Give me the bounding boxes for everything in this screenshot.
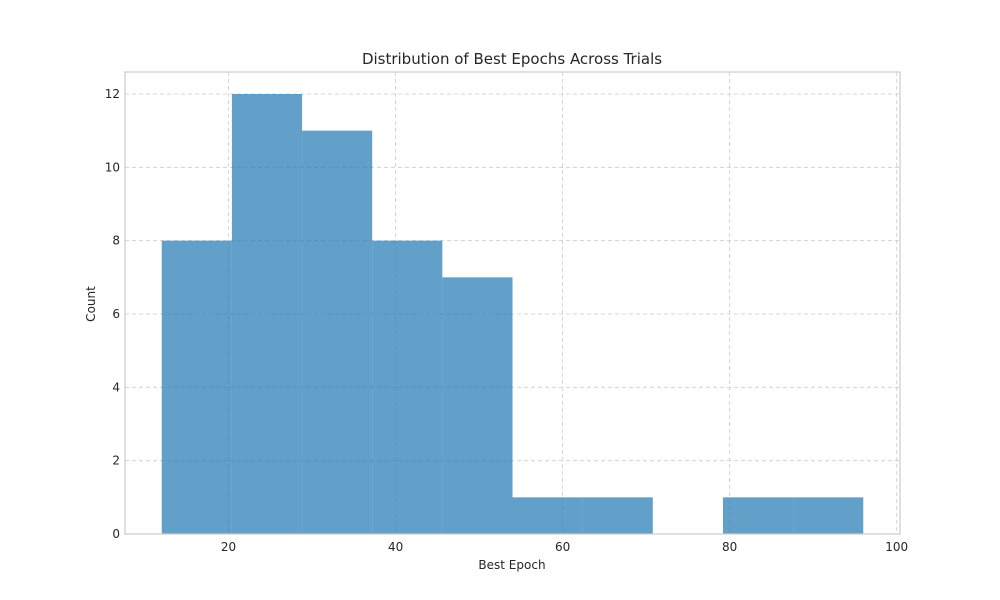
y-tick-label: 4 [112,380,120,394]
x-tick-label: 40 [388,540,403,554]
histogram-bar [372,240,443,534]
plot-area-border [124,71,901,535]
y-tick-label: 12 [105,87,120,101]
x-axis-label: Best Epoch [478,558,545,572]
histogram-bar [161,240,232,534]
y-tick-label: 8 [112,234,120,248]
plot-frame [124,71,901,535]
histogram-bar [793,497,864,534]
histogram-bar [582,497,653,534]
tick-labels: 20 40 60 80 100 0 2 4 6 8 10 12 [105,87,908,554]
x-tick-label: 100 [885,540,908,554]
x-tick-label: 80 [722,540,737,554]
y-tick-label: 2 [112,454,120,468]
y-tick-label: 6 [112,307,120,321]
y-tick-label: 10 [105,160,120,174]
histogram-bar [722,497,794,534]
histogram-bar [231,94,303,534]
x-tick-label: 20 [221,540,236,554]
histogram-bar [442,277,513,534]
histogram-bar [302,130,373,534]
bars-layer [161,94,864,534]
x-tick-label: 60 [555,540,570,554]
y-axis-label: Count [84,286,98,322]
y-tick-label: 0 [112,527,120,541]
chart-title: Distribution of Best Epochs Across Trial… [362,50,662,68]
histogram-bar [512,497,583,534]
